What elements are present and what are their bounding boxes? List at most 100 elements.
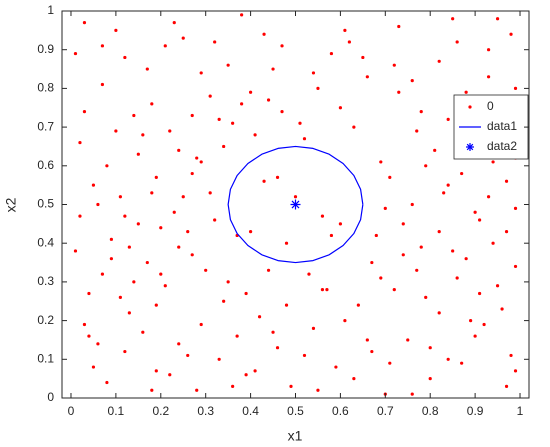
point [495,284,500,288]
y-tick-label: 0.3 [37,274,54,288]
point [127,245,131,249]
point [442,191,446,195]
marker [466,143,474,151]
point [383,206,387,210]
legend-label: 0 [487,99,494,113]
point [96,202,100,207]
point [379,276,383,280]
point [495,17,500,21]
point [109,237,113,241]
point [424,295,428,299]
point [370,260,374,265]
y-tick-label: 1 [47,3,54,17]
point [253,133,257,137]
point [284,303,289,307]
y-tick-label: 0.6 [37,158,54,172]
point [217,117,221,121]
point [82,322,87,327]
point [275,346,280,350]
point [177,342,181,346]
point [356,303,360,307]
point [513,264,518,269]
point [181,195,185,199]
point [163,44,167,48]
point [473,334,477,338]
point [141,330,145,334]
point [460,361,464,365]
point [347,40,351,44]
point [105,380,109,385]
y-tick-label: 0.7 [37,119,54,133]
point [118,295,122,299]
point [446,183,450,187]
point [271,330,275,334]
point [150,102,154,106]
point [374,233,378,238]
point [190,253,194,257]
point [204,268,208,272]
point [410,202,414,207]
point [280,110,284,114]
point [82,21,87,25]
point [217,357,221,361]
point [302,353,307,358]
point [123,55,127,60]
point [338,106,343,110]
point [177,245,181,249]
point [468,105,472,109]
point [482,322,486,327]
point [446,117,450,121]
point [329,233,334,238]
x-tick-label: 0.2 [152,404,169,418]
point [320,214,325,218]
point [91,183,96,187]
y-axis-label: x2 [3,197,19,212]
point [78,140,82,145]
point [293,195,298,199]
point [100,44,105,48]
point [91,365,96,369]
x-tick-label: 0.4 [242,404,259,418]
point [513,369,518,373]
point [154,175,158,180]
point [401,222,405,226]
point [145,67,149,71]
point [159,272,163,276]
point [78,214,82,218]
point [289,384,293,388]
point [352,377,356,381]
point [486,195,491,199]
point [154,369,158,373]
point [284,241,289,245]
y-tick-label: 0.5 [37,197,54,211]
point [437,311,441,315]
point [186,353,190,358]
y-tick-label: 0 [47,390,54,404]
legend-label: data2 [487,139,517,153]
point [109,257,113,261]
point [136,222,140,226]
point [213,40,217,44]
x-tick-label: 0.9 [467,404,484,418]
x-tick-label: 0.1 [108,404,125,418]
point [262,179,266,183]
point [388,361,392,365]
point [352,125,356,129]
point [168,373,172,377]
point [343,28,347,32]
point [504,229,509,234]
point [370,349,374,354]
point [379,160,383,164]
line [227,145,364,264]
point [266,268,271,272]
point [455,276,459,280]
point [240,102,244,106]
point [433,148,437,152]
point [262,32,266,36]
point [406,338,410,342]
point [231,384,235,388]
point [257,315,262,319]
point [240,13,244,17]
